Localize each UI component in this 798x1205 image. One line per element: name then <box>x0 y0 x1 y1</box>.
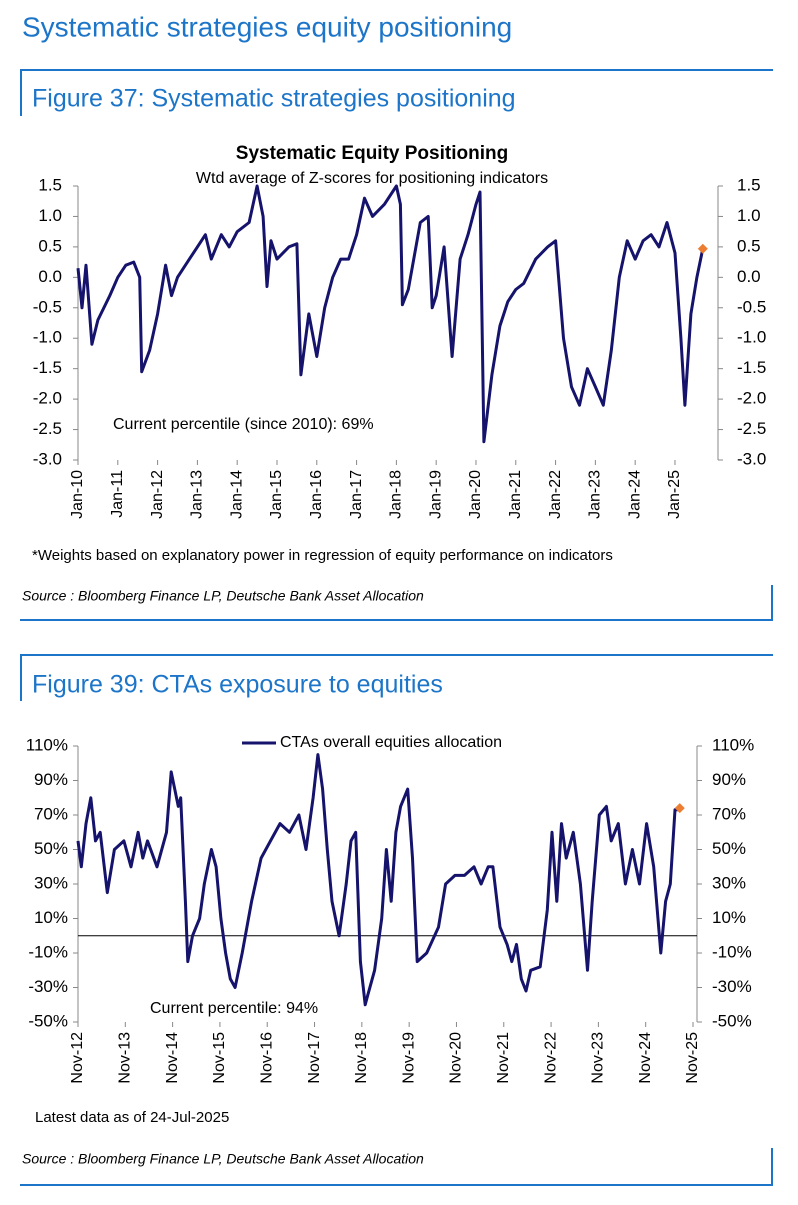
x-tick-label: Jan-16 <box>308 470 325 519</box>
y-tick-label: 70% <box>34 804 68 823</box>
x-tick-label: Nov-22 <box>542 1032 559 1084</box>
page-title: Systematic strategies equity positioning <box>22 11 512 42</box>
x-tick-label: Jan-14 <box>228 470 245 519</box>
end-marker <box>697 243 708 254</box>
chart-title: Systematic Equity Positioning <box>236 143 508 164</box>
y-tick-label: -2.5 <box>33 419 62 438</box>
y-tick-label: -50% <box>28 1011 68 1030</box>
y2-tick-label: -1.5 <box>737 358 766 377</box>
y-tick-label: 1.0 <box>38 206 62 225</box>
figure-title: Figure 39: CTAs exposure to equities <box>32 671 443 699</box>
x-tick-label: Nov-13 <box>117 1032 134 1084</box>
y2-tick-label: -10% <box>712 942 752 961</box>
y-tick-label: 90% <box>34 770 68 789</box>
y2-tick-label: 1.5 <box>737 175 761 194</box>
y2-tick-label: -50% <box>712 1011 752 1030</box>
y-tick-label: 10% <box>34 908 68 927</box>
x-tick-label: Nov-17 <box>306 1032 323 1084</box>
x-tick-label: Nov-21 <box>495 1032 512 1084</box>
x-tick-label: Jan-20 <box>467 470 484 519</box>
x-tick-label: Jan-17 <box>348 470 365 519</box>
y2-tick-label: -2.0 <box>737 389 766 408</box>
y-tick-label: -3.0 <box>33 449 62 468</box>
note: Latest data as of 24-Jul-2025 <box>35 1109 229 1126</box>
x-tick-label: Nov-23 <box>590 1032 607 1084</box>
x-tick-label: Jan-19 <box>427 470 444 519</box>
figure-title: Figure 37: Systematic strategies positio… <box>32 85 516 113</box>
x-tick-label: Nov-25 <box>684 1032 701 1084</box>
x-tick-label: Jan-18 <box>388 470 405 519</box>
data-line <box>76 184 705 444</box>
y-tick-label: -10% <box>28 942 68 961</box>
data-line <box>76 753 680 1007</box>
y2-tick-label: -3.0 <box>737 449 766 468</box>
y-tick-label: -1.0 <box>33 328 62 347</box>
y2-tick-label: 50% <box>712 839 746 858</box>
y2-tick-label: 1.0 <box>737 206 761 225</box>
chart-subtitle: Wtd average of Z-scores for positioning … <box>196 170 548 187</box>
y-tick-label: 30% <box>34 873 68 892</box>
y2-tick-label: 90% <box>712 770 746 789</box>
note: *Weights based on explanatory power in r… <box>32 547 613 564</box>
y2-tick-label: 0.0 <box>737 267 761 286</box>
y-tick-label: -0.5 <box>33 297 62 316</box>
y2-tick-label: 70% <box>712 804 746 823</box>
x-tick-label: Jan-15 <box>268 470 285 519</box>
y2-tick-label: -30% <box>712 977 752 996</box>
x-tick-label: Jan-24 <box>626 470 643 519</box>
y-tick-label: 1.5 <box>38 175 62 194</box>
y2-tick-label: -0.5 <box>737 297 766 316</box>
y-tick-label: -30% <box>28 977 68 996</box>
annotation: Current percentile: 94% <box>150 1000 318 1017</box>
x-tick-label: Nov-12 <box>69 1032 86 1084</box>
x-tick-label: Jan-10 <box>69 470 86 519</box>
y-tick-label: -2.0 <box>33 389 62 408</box>
x-tick-label: Nov-15 <box>211 1032 228 1084</box>
x-tick-label: Jan-11 <box>109 470 126 518</box>
x-tick-label: Nov-14 <box>164 1032 181 1084</box>
x-tick-label: Nov-24 <box>637 1032 654 1084</box>
y2-tick-label: 30% <box>712 873 746 892</box>
annotation: Current percentile (since 2010): 69% <box>113 416 374 433</box>
x-tick-label: Nov-20 <box>448 1032 465 1084</box>
source: Source : Bloomberg Finance LP, Deutsche … <box>22 588 424 604</box>
y2-tick-label: 110% <box>712 735 754 754</box>
x-tick-label: Nov-19 <box>400 1032 417 1084</box>
x-tick-label: Jan-13 <box>189 470 206 519</box>
y-tick-label: 0.0 <box>38 267 62 286</box>
x-tick-label: Jan-22 <box>547 470 564 519</box>
y-tick-label: 110% <box>26 735 68 754</box>
source: Source : Bloomberg Finance LP, Deutsche … <box>22 1151 424 1167</box>
y2-tick-label: -2.5 <box>737 419 766 438</box>
y-tick-label: 50% <box>34 839 68 858</box>
y-tick-label: -1.5 <box>33 358 62 377</box>
legend-label: CTAs overall equities allocation <box>280 734 502 751</box>
x-tick-label: Nov-18 <box>353 1032 370 1084</box>
y2-tick-label: 0.5 <box>737 236 761 255</box>
x-tick-label: Jan-23 <box>587 470 604 519</box>
x-tick-label: Jan-12 <box>149 470 166 519</box>
x-tick-label: Nov-16 <box>258 1032 275 1084</box>
y2-tick-label: 10% <box>712 908 746 927</box>
x-tick-label: Jan-25 <box>666 470 683 519</box>
end-marker <box>674 803 685 814</box>
y-tick-label: 0.5 <box>38 236 62 255</box>
y2-tick-label: -1.0 <box>737 328 766 347</box>
x-tick-label: Jan-21 <box>507 470 524 519</box>
